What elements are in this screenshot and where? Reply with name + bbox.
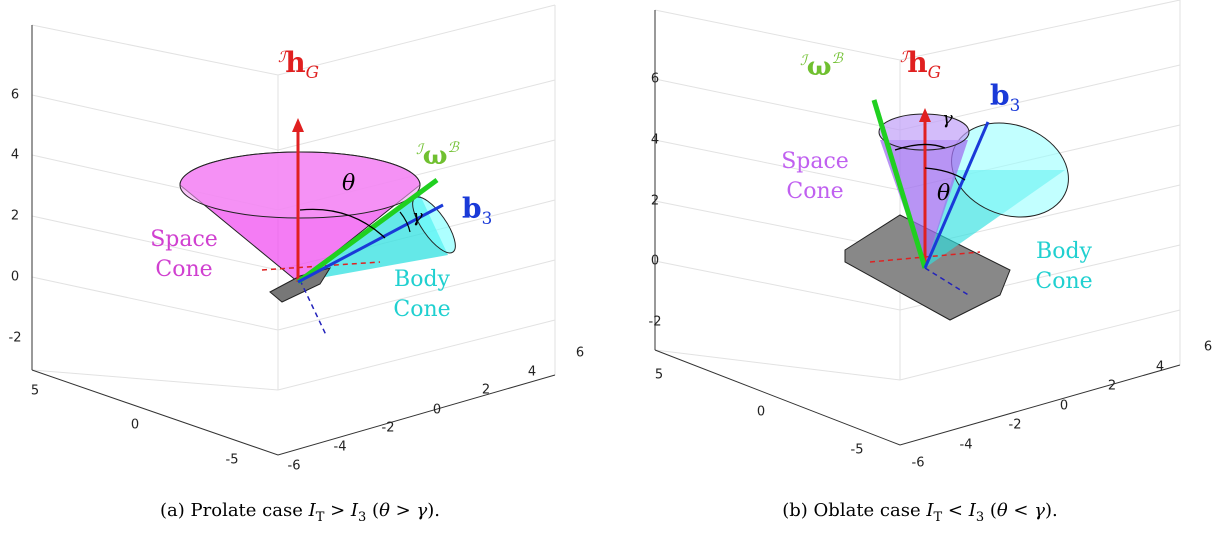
tick-label: 4 <box>11 148 19 163</box>
caption-part: 3 <box>358 510 366 525</box>
tick-label: 2 <box>482 383 490 398</box>
tick-label: 0 <box>433 403 441 418</box>
theta: θ <box>342 171 355 196</box>
caption-part: 3 <box>976 510 984 525</box>
space-cone-label: Space <box>150 227 218 252</box>
tick-label: 6 <box>651 72 659 87</box>
body-cone-label: Cone <box>1035 269 1092 294</box>
label-sub: G <box>306 62 319 82</box>
label-main: b <box>462 192 482 225</box>
math-label: ℐhG <box>278 46 319 82</box>
figure: 6420-250-5-6-4-20246ℐhGℐωℬb3θγSpaceConeB… <box>0 0 1222 537</box>
label-sup: ℬ <box>831 51 844 67</box>
gamma: γ <box>412 206 423 227</box>
caption-part: θ <box>379 500 390 521</box>
tick-label: 2 <box>651 194 659 209</box>
tick-label: 4 <box>1156 360 1164 375</box>
tick-label: -4 <box>334 440 347 455</box>
tick-label: -2 <box>9 331 22 346</box>
tick-label: 5 <box>31 384 39 399</box>
caption-part: ). <box>427 500 440 521</box>
caption-part: γ <box>416 500 427 521</box>
tick-label: 4 <box>528 365 536 380</box>
caption-part: (a) Prolate case <box>160 500 309 521</box>
label-main: b <box>990 79 1010 112</box>
caption: (a) Prolate case IT > I3 (θ > γ). <box>160 500 440 525</box>
caption-part: T <box>316 510 325 525</box>
tick-label: -6 <box>912 456 925 471</box>
tick-label: 0 <box>757 405 765 420</box>
body-cone-label: Cone <box>393 297 450 322</box>
space-cone-label: Space <box>781 149 849 174</box>
caption-part: θ <box>997 500 1008 521</box>
caption-part: < <box>942 500 969 521</box>
caption-part: > <box>390 500 417 521</box>
body-cone-label: Body <box>1036 239 1092 264</box>
label-sub: 3 <box>482 208 493 228</box>
caption-part: ). <box>1045 500 1058 521</box>
math-label: ℐhG <box>900 46 941 82</box>
tick-label: 0 <box>131 418 139 433</box>
tick-label: 6 <box>1204 340 1212 355</box>
caption-part: < <box>1008 500 1035 521</box>
caption-part: > <box>324 500 351 521</box>
tick-label: -2 <box>1009 418 1022 433</box>
tick-label: 0 <box>651 254 659 269</box>
caption-part: (b) Oblate case <box>782 500 926 521</box>
tick-label: -2 <box>382 421 395 436</box>
tick-label: 0 <box>1060 399 1068 414</box>
caption-part: T <box>933 510 942 525</box>
caption-part: ( <box>366 500 379 521</box>
space-cone-label: Cone <box>155 257 212 282</box>
label-sub: G <box>928 62 941 82</box>
tick-label: -6 <box>288 459 301 474</box>
tick-label: 4 <box>651 133 659 148</box>
label-sub: 3 <box>1010 95 1021 115</box>
tick-label: -5 <box>226 453 239 468</box>
tick-label: -4 <box>960 438 973 453</box>
body-cone-label: Body <box>394 267 450 292</box>
math-label: ℐωℬ <box>800 51 844 82</box>
label-main: ω <box>807 52 832 82</box>
label-main: h <box>907 46 927 79</box>
label-main: ω <box>423 141 448 171</box>
caption: (b) Oblate case IT < I3 (θ < γ). <box>782 500 1057 525</box>
gamma: γ <box>942 108 953 129</box>
theta: θ <box>937 181 950 206</box>
space-cone-label: Cone <box>786 179 843 204</box>
tick-label: -2 <box>649 315 662 330</box>
label-sup: ℬ <box>447 140 460 156</box>
math-label: b3 <box>990 79 1020 115</box>
math-label: b3 <box>462 192 492 228</box>
tick-label: 6 <box>11 88 19 103</box>
tick-label: 2 <box>11 209 19 224</box>
caption-part: ( <box>984 500 997 521</box>
label-main: h <box>285 46 305 79</box>
tick-label: 5 <box>655 368 663 383</box>
math-label: ℐωℬ <box>416 140 460 171</box>
tick-label: 2 <box>1108 379 1116 394</box>
caption-part: γ <box>1034 500 1045 521</box>
tick-label: 0 <box>11 270 19 285</box>
tick-label: 6 <box>576 346 584 361</box>
tick-label: -5 <box>851 443 864 458</box>
